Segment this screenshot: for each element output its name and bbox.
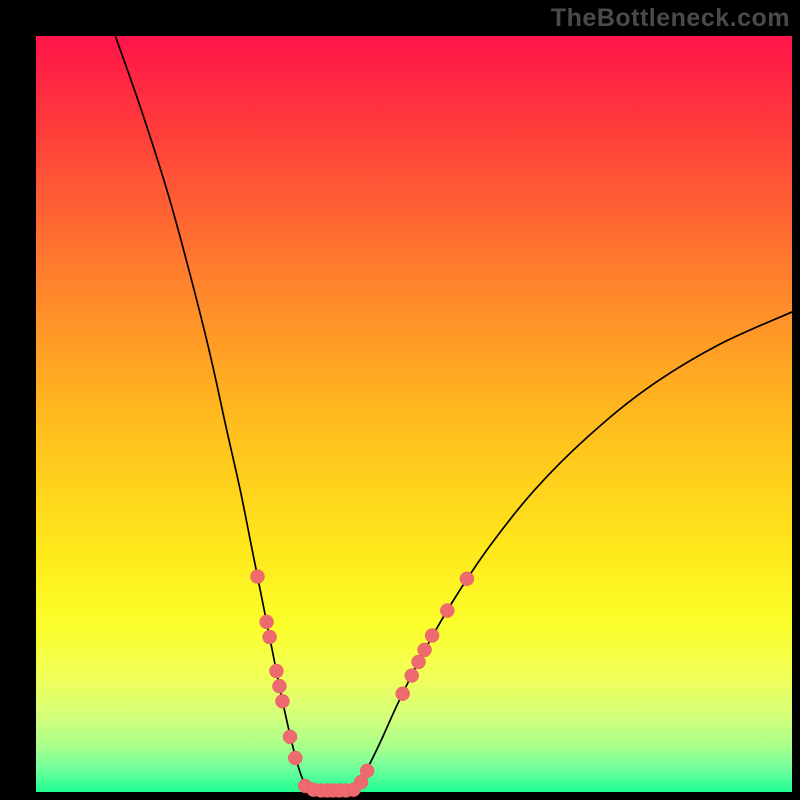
- data-marker: [251, 570, 265, 584]
- data-marker: [288, 751, 302, 765]
- data-marker: [405, 669, 419, 683]
- data-marker: [260, 615, 274, 629]
- data-marker: [440, 604, 454, 618]
- data-marker: [396, 687, 410, 701]
- data-marker: [263, 630, 277, 644]
- data-marker: [272, 679, 286, 693]
- data-marker: [275, 694, 289, 708]
- data-marker: [412, 655, 426, 669]
- data-marker: [460, 572, 474, 586]
- data-marker: [269, 664, 283, 678]
- watermark-text: TheBottleneck.com: [551, 4, 790, 33]
- data-marker: [283, 730, 297, 744]
- chart-svg-canvas: [0, 0, 800, 800]
- data-marker: [425, 629, 439, 643]
- bottleneck-chart: TheBottleneck.com: [0, 0, 800, 800]
- data-marker: [418, 643, 432, 657]
- data-marker: [360, 764, 374, 778]
